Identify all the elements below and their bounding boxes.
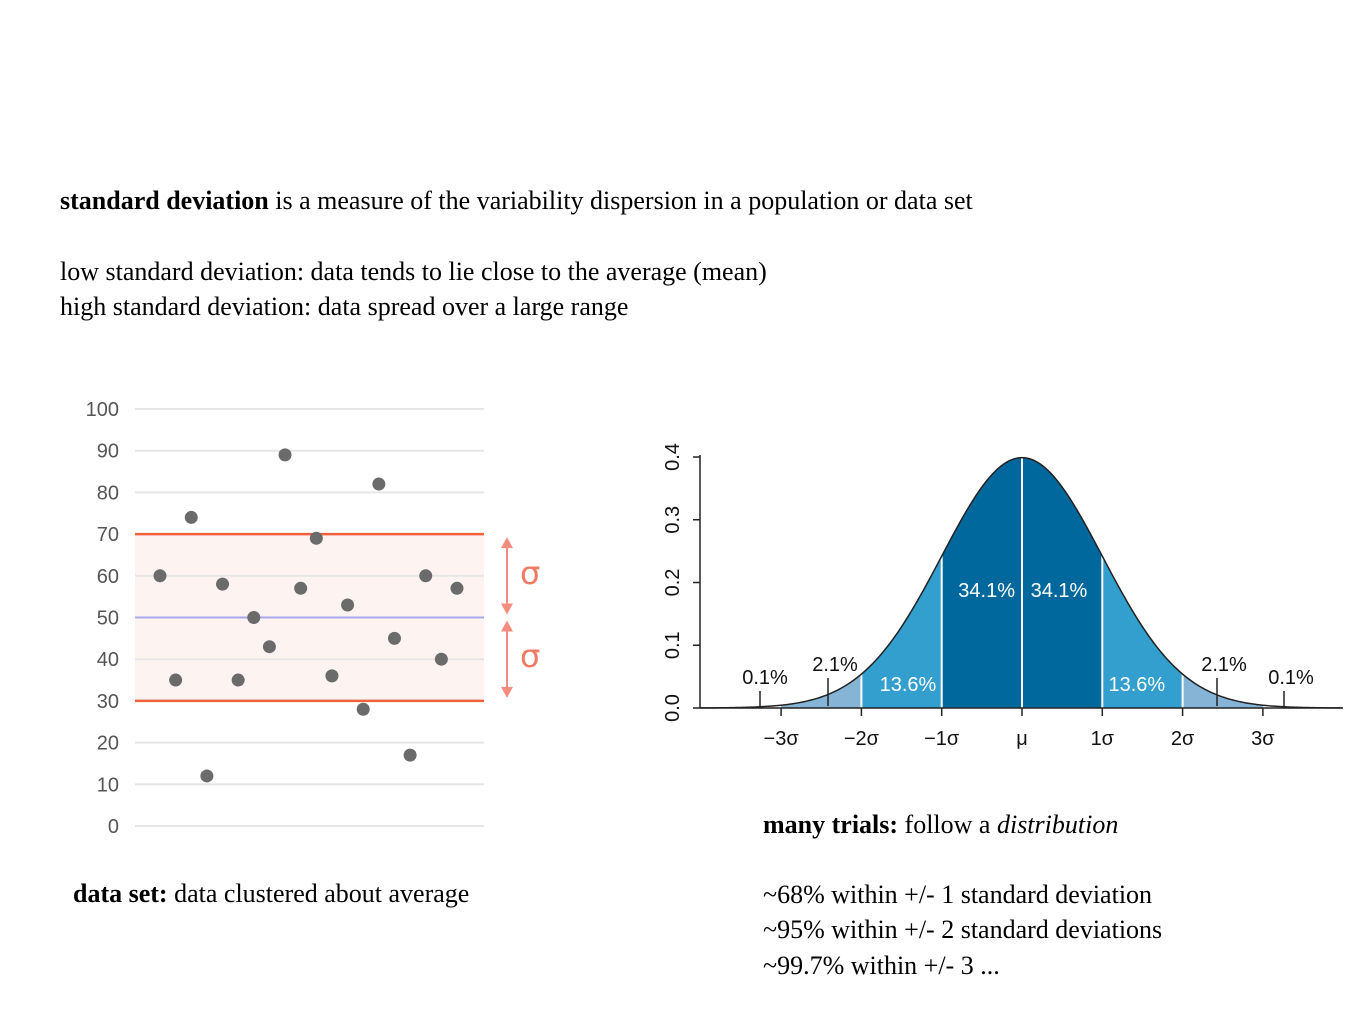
- trials-term: many trials:: [763, 810, 899, 839]
- y-tick-label: 60: [97, 566, 119, 588]
- y-tick-label: 0.2: [662, 569, 684, 597]
- y-tick-label: 30: [97, 691, 119, 713]
- data-point: [262, 640, 276, 654]
- y-tick-label: 0.3: [662, 506, 684, 534]
- definition-text: is a measure of the variability dispersi…: [268, 186, 973, 215]
- x-tick-label: −3σ: [764, 728, 800, 750]
- data-point: [231, 673, 245, 687]
- y-tick-label: 50: [97, 608, 119, 630]
- y-tick-label: 0.4: [662, 443, 684, 471]
- data-point: [294, 581, 308, 595]
- upper-sigma-arrow-head-bottom: [501, 603, 513, 615]
- trials-caption: many trials: follow a distribution: [763, 810, 1118, 840]
- x-tick-label: −1σ: [924, 728, 960, 750]
- right-2.1-label: 2.1%: [1201, 654, 1247, 676]
- data-point: [434, 652, 448, 666]
- y-tick-label: 40: [97, 649, 119, 671]
- x-tick-label: −2σ: [844, 728, 880, 750]
- y-tick-label: 70: [97, 524, 119, 546]
- data-point: [216, 577, 230, 591]
- left-2.1-label: 2.1%: [812, 654, 858, 676]
- data-point: [200, 769, 214, 783]
- data-point: [184, 510, 198, 524]
- y-tick-label: 0.1: [662, 631, 684, 659]
- lower-sigma-arrow-head-top: [501, 620, 513, 632]
- trials-italic: distribution: [996, 810, 1119, 839]
- x-tick-label: 1σ: [1091, 728, 1115, 750]
- x-tick-label: μ: [1016, 728, 1028, 750]
- y-tick-label: 80: [97, 482, 119, 504]
- x-tick-label: 2σ: [1171, 728, 1195, 750]
- data-point: [153, 569, 167, 583]
- y-tick-label: 0.0: [662, 694, 684, 722]
- data-point: [309, 531, 323, 545]
- region-percent-label: 13.6%: [1108, 674, 1165, 696]
- data-point: [372, 477, 386, 491]
- data-point: [325, 669, 339, 683]
- y-tick-label: 90: [97, 441, 119, 463]
- distribution-region: [781, 674, 862, 708]
- high-sd-line: high standard deviation: data spread ove…: [60, 292, 629, 321]
- data-set-text: data clustered about average: [167, 879, 470, 908]
- density-curve: [699, 456, 1343, 709]
- right-tail-label: 0.1%: [1268, 667, 1314, 689]
- y-tick-label: 100: [86, 399, 119, 421]
- upper-sigma-label: σ: [520, 554, 540, 592]
- definition-line: standard deviation is a measure of the v…: [60, 186, 973, 216]
- region-percent-label: 13.6%: [880, 674, 937, 696]
- data-point: [403, 748, 417, 762]
- y-tick-label: 0: [108, 816, 119, 838]
- data-point: [169, 673, 183, 687]
- distribution-region: [1182, 674, 1263, 708]
- trials-text: follow a: [898, 810, 997, 839]
- rule-line-95: ~95% within +/- 2 standard deviations: [763, 915, 1163, 944]
- normal-distribution-chart: 0.0 0.1 0.2 0.3 0.4 −3σ −2σ −1σ μ 1σ 2σ 3σ 34.1% 34.1…: [662, 443, 1343, 750]
- rule-line-68: ~68% within +/- 1 standard deviation: [763, 880, 1153, 909]
- region-percent-label: 34.1%: [958, 580, 1015, 602]
- y-tick-label: 10: [97, 774, 119, 796]
- low-sd-line: low standard deviation: data tends to li…: [60, 257, 767, 286]
- upper-sigma-arrow-head-top: [501, 537, 513, 549]
- data-point: [341, 598, 355, 612]
- lower-sigma-label: σ: [520, 637, 540, 675]
- lower-sigma-arrow-head-bottom: [501, 686, 513, 698]
- x-tick-label: 3σ: [1251, 728, 1275, 750]
- data-point: [387, 631, 401, 645]
- y-tick-label: 20: [97, 733, 119, 755]
- data-point: [450, 581, 464, 595]
- rule-line-997: ~99.7% within +/- 3 ...: [763, 951, 1000, 980]
- definition-term: standard deviation: [60, 186, 269, 215]
- left-tail-label: 0.1%: [742, 667, 788, 689]
- data-set-term: data set:: [73, 879, 168, 908]
- data-point: [247, 611, 261, 624]
- data-point: [356, 702, 370, 716]
- data-point: [419, 569, 433, 583]
- data-set-caption: data set: data clustered about average: [73, 879, 469, 909]
- data-point: [278, 448, 292, 462]
- region-percent-label: 34.1%: [1031, 580, 1088, 602]
